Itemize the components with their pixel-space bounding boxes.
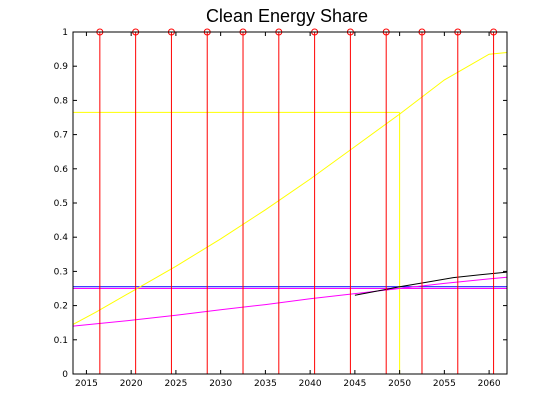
y-tick-label: 1 xyxy=(62,28,68,38)
series-line-2 xyxy=(72,276,508,327)
y-tick-label: 0.3 xyxy=(54,267,68,277)
chart-title: Clean Energy Share xyxy=(206,6,368,26)
series-line-3 xyxy=(354,271,508,296)
y-tick-label: 0 xyxy=(62,370,68,380)
y-tick-label: 0.7 xyxy=(54,131,68,141)
x-tick-label: 2050 xyxy=(388,379,411,389)
y-tick-label: 0.6 xyxy=(54,165,69,175)
y-tick-label: 0.1 xyxy=(54,336,68,346)
y-tick-label: 0.5 xyxy=(54,199,68,209)
x-tick-label: 2045 xyxy=(343,379,366,389)
x-tick-label: 2030 xyxy=(209,379,232,389)
y-tick-label: 0.8 xyxy=(54,96,69,106)
x-tick-label: 2020 xyxy=(120,379,143,389)
x-tick-label: 2060 xyxy=(478,379,501,389)
x-tick-label: 2055 xyxy=(433,379,456,389)
y-tick-label: 0.9 xyxy=(54,62,69,72)
axes-frame xyxy=(72,31,508,375)
plot-area xyxy=(72,28,508,374)
y-tick-label: 0.2 xyxy=(54,302,68,312)
y-tick-label: 0.4 xyxy=(54,233,69,243)
x-tick-label: 2035 xyxy=(254,379,277,389)
axes-ticks: 2015 2020 2025 2030 2035 2040 2045 2050 2055 2060… xyxy=(54,28,507,389)
series-line-1 xyxy=(72,52,508,325)
x-tick-label: 2040 xyxy=(299,379,322,389)
x-tick-label: 2015 xyxy=(75,379,98,389)
x-tick-label: 2025 xyxy=(164,379,187,389)
